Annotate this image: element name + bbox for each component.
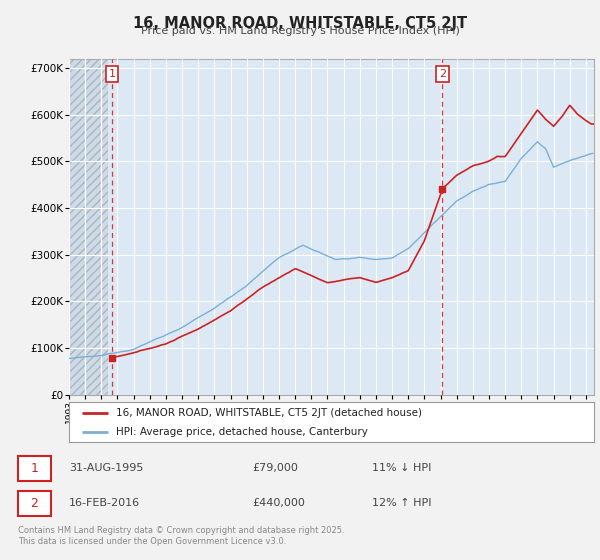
Text: 11% ↓ HPI: 11% ↓ HPI: [372, 463, 431, 473]
Text: £440,000: £440,000: [252, 498, 305, 508]
Text: 31-AUG-1995: 31-AUG-1995: [69, 463, 143, 473]
FancyBboxPatch shape: [18, 456, 51, 480]
Text: 1: 1: [31, 461, 38, 475]
Text: 2: 2: [31, 497, 38, 510]
Text: 12% ↑ HPI: 12% ↑ HPI: [372, 498, 431, 508]
Text: Contains HM Land Registry data © Crown copyright and database right 2025.
This d: Contains HM Land Registry data © Crown c…: [18, 526, 344, 546]
Text: 1: 1: [109, 69, 115, 79]
Text: 2: 2: [439, 69, 446, 79]
Text: £79,000: £79,000: [252, 463, 298, 473]
Text: Price paid vs. HM Land Registry's House Price Index (HPI): Price paid vs. HM Land Registry's House …: [140, 26, 460, 36]
Bar: [69, 59, 108, 395]
Text: 16, MANOR ROAD, WHITSTABLE, CT5 2JT (detached house): 16, MANOR ROAD, WHITSTABLE, CT5 2JT (det…: [116, 408, 422, 418]
FancyBboxPatch shape: [18, 491, 51, 516]
Text: 16-FEB-2016: 16-FEB-2016: [69, 498, 140, 508]
Text: HPI: Average price, detached house, Canterbury: HPI: Average price, detached house, Cant…: [116, 427, 368, 437]
Text: 16, MANOR ROAD, WHITSTABLE, CT5 2JT: 16, MANOR ROAD, WHITSTABLE, CT5 2JT: [133, 16, 467, 31]
